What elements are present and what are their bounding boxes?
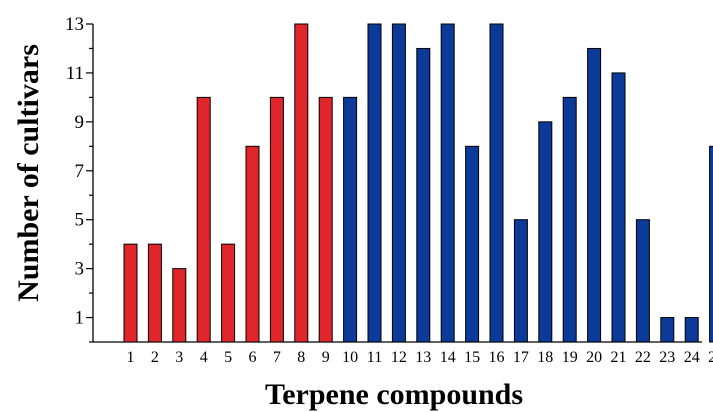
x-tick-label: 25 <box>708 349 713 366</box>
bar-19 <box>562 96 577 343</box>
y-tick-label: 11 <box>66 63 84 84</box>
bar-20 <box>587 47 602 343</box>
bar-21 <box>611 72 626 343</box>
x-tick-label: 14 <box>440 349 456 366</box>
y-tick-label: 9 <box>75 112 85 133</box>
x-tick-label: 12 <box>391 349 407 366</box>
y-axis-title: Number of cultivars <box>12 44 45 302</box>
bar-9 <box>318 96 333 343</box>
bar-8 <box>294 23 309 343</box>
x-tick-label: 4 <box>200 349 208 366</box>
x-tick-label: 1 <box>127 349 135 366</box>
x-tick-label: 17 <box>513 349 529 366</box>
bar-18 <box>538 121 553 343</box>
x-tick-label: 9 <box>322 349 330 366</box>
bar-12 <box>391 23 406 343</box>
bar-13 <box>416 47 431 343</box>
x-tick-label: 5 <box>224 349 232 366</box>
x-tick-label: 24 <box>684 349 700 366</box>
y-tick-label: 3 <box>75 259 85 280</box>
bar-7 <box>269 96 284 343</box>
x-tick-label: 19 <box>562 349 578 366</box>
x-tick-label: 10 <box>342 349 358 366</box>
x-tick-label: 2 <box>151 349 159 366</box>
bar-10 <box>343 96 358 343</box>
x-tick-label: 18 <box>537 349 553 366</box>
bar-23 <box>660 317 675 343</box>
bar-6 <box>245 145 260 343</box>
y-tick-label: 13 <box>65 14 84 35</box>
bar-11 <box>367 23 382 343</box>
y-tick-label: 7 <box>75 161 85 182</box>
x-tick-label: 21 <box>611 349 627 366</box>
bar-14 <box>440 23 455 343</box>
x-tick-label: 7 <box>273 349 281 366</box>
bar-16 <box>489 23 504 343</box>
x-tick-label: 16 <box>489 349 505 366</box>
x-tick-label: 13 <box>415 349 431 366</box>
x-tick-label: 15 <box>464 349 480 366</box>
x-tick-label: 22 <box>635 349 651 366</box>
bar-4 <box>196 96 211 343</box>
bar-25 <box>709 145 713 343</box>
bar-5 <box>221 243 236 343</box>
x-tick-label: 20 <box>586 349 602 366</box>
bar-24 <box>684 317 699 343</box>
x-tick-label: 23 <box>659 349 675 366</box>
x-tick-label: 3 <box>175 349 183 366</box>
y-tick-label: 1 <box>75 308 85 329</box>
bar-3 <box>172 268 187 343</box>
bar-2 <box>147 243 162 343</box>
bar-15 <box>465 145 480 343</box>
x-axis-title: Terpene compounds <box>265 378 523 411</box>
bar-1 <box>123 243 138 343</box>
x-tick-label: 8 <box>297 349 305 366</box>
bar-22 <box>635 219 650 343</box>
x-tick-label: 6 <box>249 349 257 366</box>
bar-17 <box>513 219 528 343</box>
y-tick-label: 5 <box>75 210 85 231</box>
x-tick-label: 11 <box>367 349 382 366</box>
